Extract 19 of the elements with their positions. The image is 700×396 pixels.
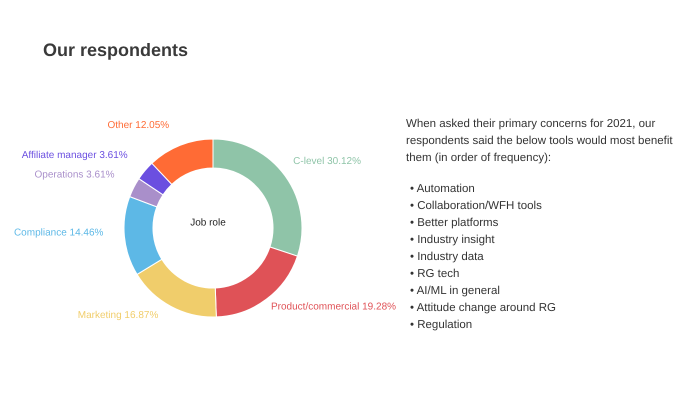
text: • Better platforms [410, 216, 500, 231]
slice-label: Affiliate manager 3.61% [22, 150, 128, 161]
text: • Automation [410, 182, 476, 197]
slice-label: Compliance 14.46% [14, 227, 104, 238]
text: • RG tech [410, 267, 460, 282]
slice-label: Other 12.05% [107, 120, 170, 131]
text: • Attitude change around RG [410, 301, 557, 316]
text: • Regulation [410, 318, 474, 333]
slice-label: Product/commercial 19.28% [270, 302, 396, 313]
text: • Industry insight [410, 233, 496, 248]
slice-label: C-level 30.12% [293, 156, 362, 168]
slice-label: Operations 3.61% [34, 170, 115, 181]
text: • AI/ML in general [410, 284, 501, 299]
text: When asked their primary concerns for 2021, our respondents said the below tools would most benefit them (in order of frequency): [406, 117, 674, 166]
text: Job role [190, 218, 226, 228]
slice-label: Marketing 16.87% [78, 310, 158, 322]
text: • Collaboration/WFH tools [410, 199, 543, 214]
text: • Industry data [410, 250, 485, 265]
chart-title: Our respondents [43, 40, 188, 61]
